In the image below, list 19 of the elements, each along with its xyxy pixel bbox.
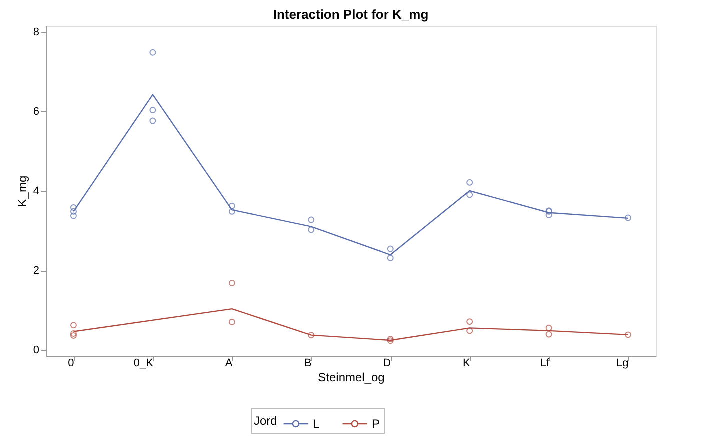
x-tick-label: D [383, 358, 392, 370]
x-tick-label: B [304, 358, 312, 370]
y-tick-label: 6 [33, 106, 40, 118]
y-tick-label: 4 [33, 186, 40, 198]
legend-title: Jord [254, 414, 278, 428]
x-tick-label: 0_K [134, 358, 154, 370]
y-axis-title: K_mg [15, 176, 30, 208]
chart-title: Interaction Plot for K_mg [273, 6, 429, 22]
x-tick-label: K [462, 358, 471, 370]
x-tick-label: Lf [540, 358, 550, 370]
legend-label: L [313, 417, 320, 431]
x-axis-title: Steinmel_og [318, 370, 385, 384]
y-tick-label: 2 [33, 265, 40, 278]
legend-label: P [372, 417, 380, 431]
y-tick-label: 8 [33, 26, 40, 38]
x-tick-label: Lg [616, 358, 629, 370]
y-tick-label: 0 [33, 344, 40, 357]
x-tick-label: 0 [68, 358, 74, 370]
x-tick-label: A [225, 358, 234, 370]
